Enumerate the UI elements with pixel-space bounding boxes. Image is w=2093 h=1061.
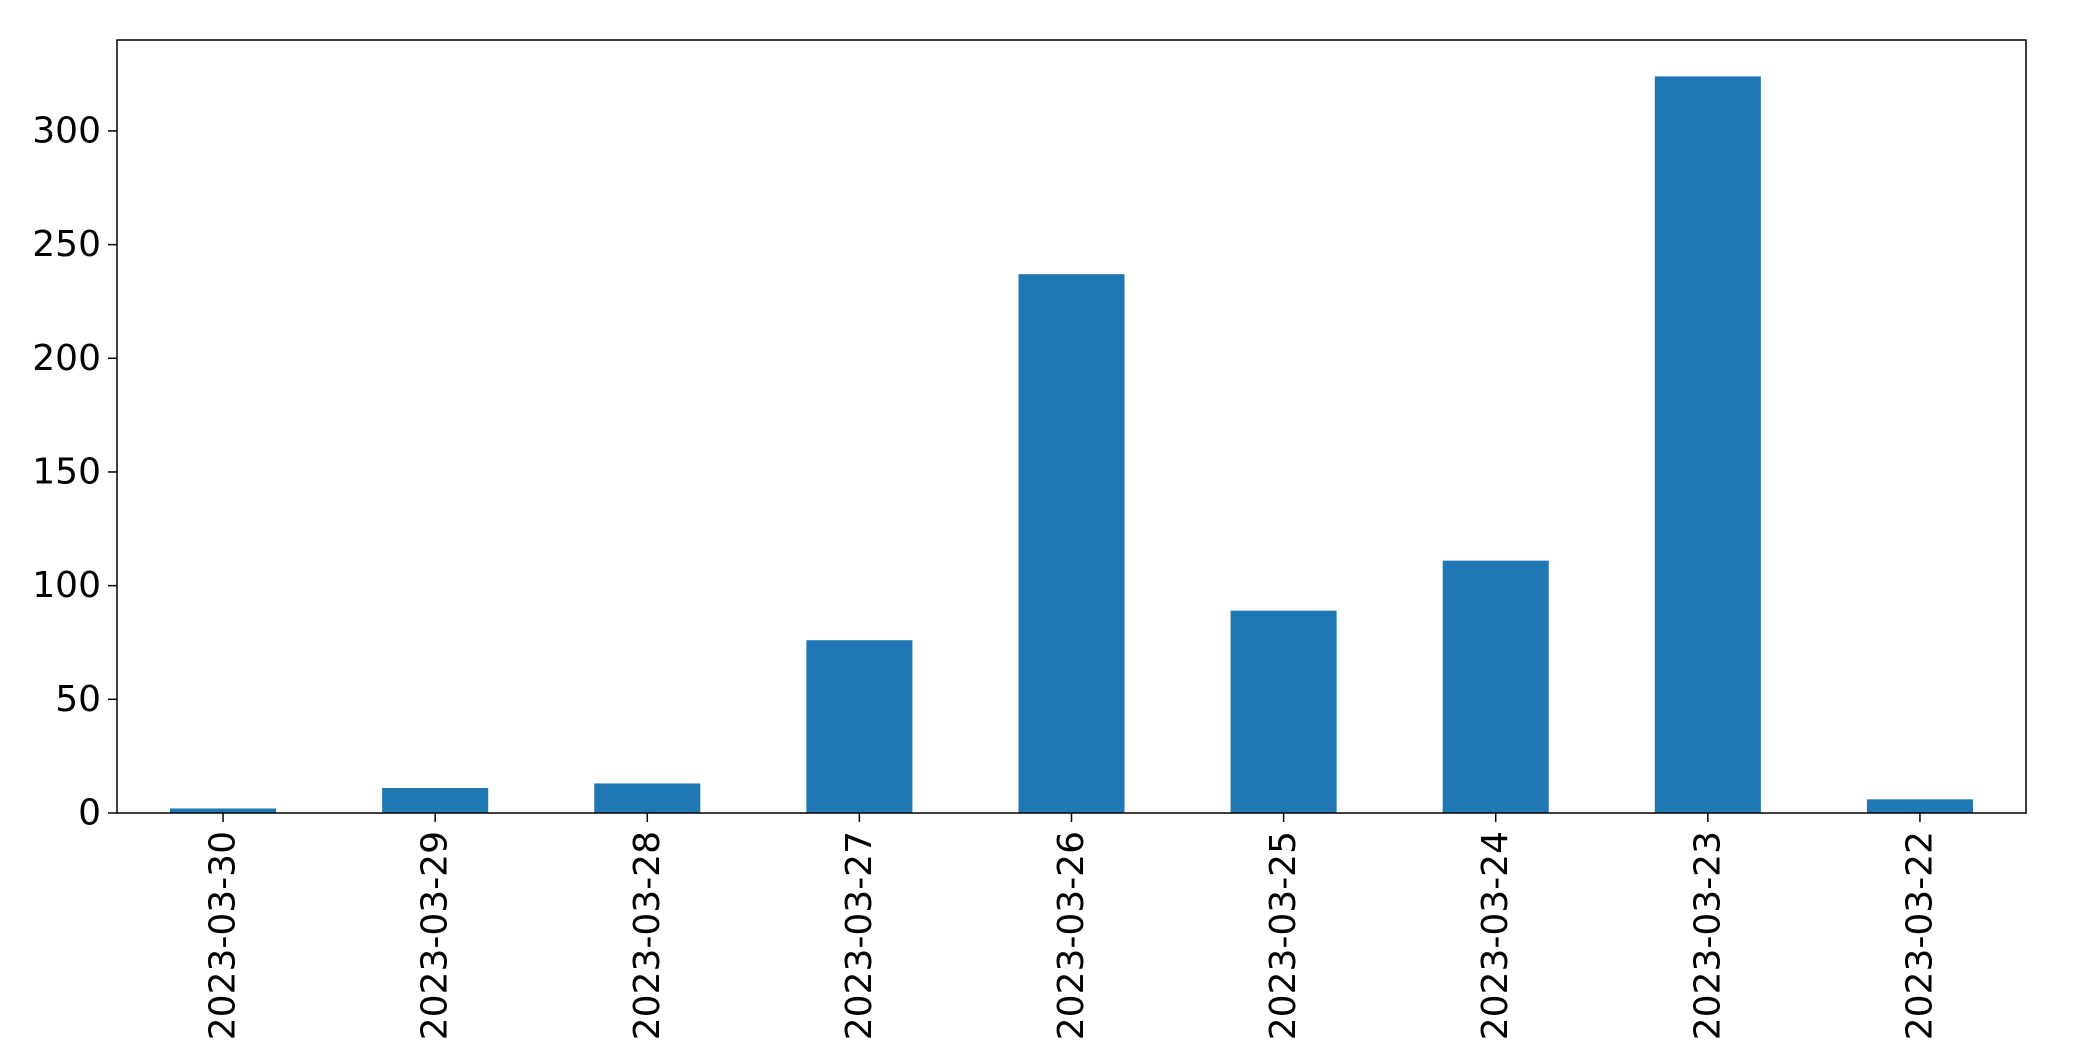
y-tick-label: 300 [32,110,101,151]
bar-2023-03-26 [1018,274,1125,813]
bar-2023-03-30 [170,808,277,813]
y-axis: 0 50 100 150 200 250 300 [32,110,117,834]
x-tick-label: 2023-03-23 [1687,831,1728,1040]
bar-2023-03-23 [1654,76,1761,814]
plot-frame [116,39,2027,814]
x-tick-label: 2023-03-22 [1899,831,1940,1040]
x-tick-label: 2023-03-28 [627,831,668,1040]
y-tick-label: 200 [32,338,101,379]
bar-2023-03-29 [382,787,489,813]
bar-2023-03-25 [1230,610,1337,813]
y-tick-label: 50 [55,679,101,720]
bar-2023-03-24 [1442,560,1549,813]
x-tick-label: 2023-03-27 [839,831,880,1040]
y-tick-label: 250 [32,224,101,265]
y-tick-label: 100 [32,565,101,606]
x-tick-label: 2023-03-30 [203,831,244,1040]
x-tick-label: 2023-03-24 [1475,831,1516,1040]
x-axis: 2023-03-30 2023-03-29 2023-03-28 2023-03-27… [203,813,1940,1040]
x-tick-label: 2023-03-29 [415,831,456,1040]
bar-2023-03-27 [806,640,913,813]
x-tick-label: 2023-03-26 [1051,831,1092,1040]
x-tick-label: 2023-03-25 [1263,831,1304,1040]
y-tick-label: 0 [78,793,101,834]
y-tick-label: 150 [32,451,101,492]
bar-2023-03-22 [1866,799,1973,813]
bars-group [170,76,1973,814]
bar-2023-03-28 [594,783,701,813]
